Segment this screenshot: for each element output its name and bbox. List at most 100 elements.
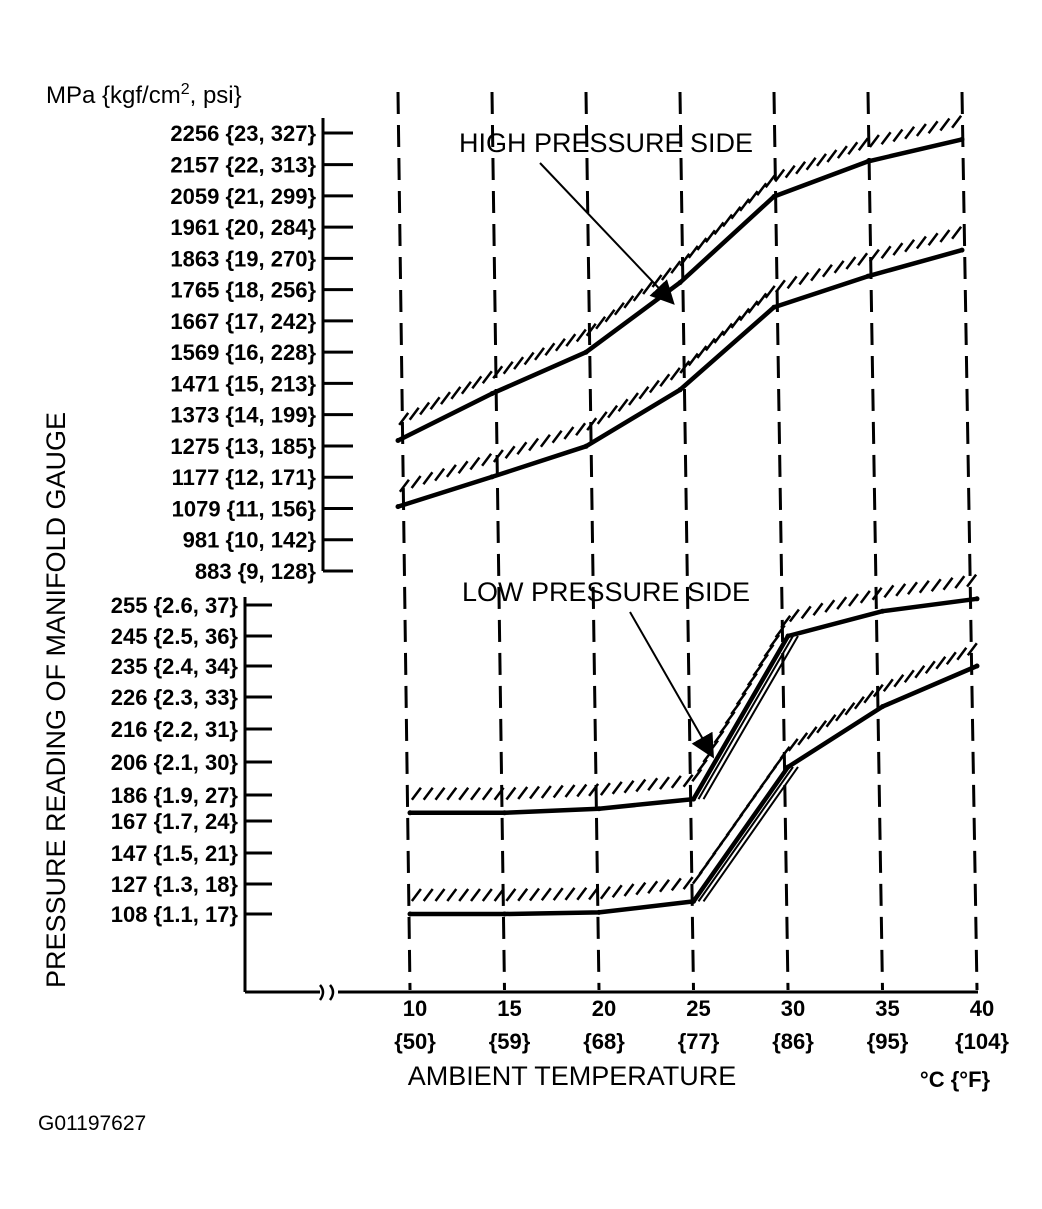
high-lower-curve-point — [395, 504, 401, 510]
low-upper-curve-point — [691, 796, 696, 802]
y-axis-units-main: MPa {kgf/cm — [46, 82, 181, 109]
high-lower-curve-point — [489, 474, 495, 480]
temperature-axis: 10 {50} 15 {59} 20 {68} 25 {77} 30 {86} 35 {95} 40 {1… — [245, 984, 1009, 1054]
x-tick-sublabel: {77} — [678, 1029, 720, 1054]
high-upper-curve-point — [771, 194, 777, 199]
high-axis-tick-label: 1667 {17, 242} — [170, 309, 316, 334]
low-lower-guide-line — [702, 766, 799, 902]
high-axis-tick-label: 1961 {20, 284} — [170, 215, 316, 240]
low-axis-tick-label: 206 {2.1, 30} — [111, 750, 239, 775]
high-pressure-axis: 2256 {23, 327} 2157 {22, 313} 2059 {21, 29… — [170, 118, 353, 584]
figure-id: G01197627 — [38, 1112, 147, 1135]
high-upper-curve-hatching — [398, 115, 963, 426]
low-axis-tick-label: 226 {2.3, 33} — [111, 685, 239, 710]
low-lower-curve — [410, 663, 978, 917]
high-lower-curve-point — [677, 387, 683, 393]
low-pressure-axis: 255 {2.6, 37} 245 {2.5, 36} 235 {2.4, 34} 2… — [111, 593, 272, 992]
x-tick-sublabel: {104} — [955, 1029, 1009, 1054]
x-tick-label: 35 — [875, 996, 899, 1021]
low-lower-curve-hatching — [410, 642, 978, 902]
low-axis-tick-label: 245 {2.5, 36} — [111, 624, 239, 649]
pressure-curves — [395, 115, 980, 917]
x-tick-label: 40 — [970, 996, 994, 1021]
vertical-grid-lines — [396, 91, 979, 991]
high-axis-tick-label: 2059 {21, 299} — [170, 184, 316, 209]
low-axis-tick-label: 216 {2.2, 31} — [111, 717, 239, 742]
high-upper-curve-point — [395, 438, 401, 443]
high-axis-tick-label: 1079 {11, 156} — [172, 496, 317, 521]
low-axis-tick-label: 235 {2.4, 34} — [111, 654, 239, 679]
low-upper-curve-point — [880, 608, 885, 614]
x-axis-units: °C {°F} — [920, 1067, 991, 1092]
high-upper-curve-point — [959, 136, 965, 142]
grid-line-10 — [396, 91, 412, 991]
low-axis-tick-label: 167 {1.7, 24} — [111, 809, 239, 834]
low-lower-curve-point — [785, 764, 791, 770]
grid-line-40 — [960, 91, 979, 991]
high-lower-curve-point — [959, 247, 965, 253]
grid-line-20 — [584, 91, 601, 991]
high-lower-curve — [397, 247, 963, 509]
x-tick-sublabel: {86} — [772, 1029, 814, 1054]
low-upper-curve-point — [785, 633, 791, 639]
grid-line-15 — [490, 91, 506, 991]
x-tick-label: 15 — [497, 996, 521, 1021]
low-axis-tick-label: 147 {1.5, 21} — [111, 841, 239, 866]
high-upper-curve-point — [489, 391, 495, 397]
high-side-label: HIGH PRESSURE SIDE — [459, 128, 753, 158]
low-lower-curve-point — [596, 909, 602, 915]
high-side-leader-line — [539, 162, 675, 305]
low-lower-curve-point — [880, 704, 885, 710]
y-axis-units: MPa {kgf/cm2, psi} — [46, 81, 242, 109]
high-axis-tick-label: 2157 {22, 313} — [170, 153, 316, 178]
low-upper-curve-point — [407, 810, 413, 816]
grid-line-30 — [772, 91, 790, 991]
high-lower-curve-hatching — [398, 225, 963, 493]
x-tick-label: 30 — [781, 996, 805, 1021]
high-axis-tick-label: 1569 {16, 228} — [170, 340, 316, 365]
x-axis-title: AMBIENT TEMPERATURE — [408, 1061, 737, 1091]
high-lower-curve-point — [583, 443, 589, 449]
grid-line-25 — [678, 91, 695, 991]
low-lower-curve-point — [407, 911, 413, 917]
high-axis-tick-label: 981 {10, 142} — [183, 528, 317, 553]
low-axis-tick-label: 127 {1.3, 18} — [111, 872, 239, 897]
axis-break-mark — [318, 984, 335, 1001]
grid-line-35 — [866, 91, 884, 991]
low-axis-tick-label: 108 {1.1, 17} — [111, 902, 239, 927]
low-side-label: LOW PRESSURE SIDE — [462, 577, 750, 607]
high-upper-curve-point — [677, 280, 683, 286]
x-tick-sublabel: {95} — [867, 1029, 909, 1054]
x-tick-sublabel: {68} — [583, 1029, 625, 1054]
y-axis-units-sup: 2 — [181, 81, 190, 98]
high-axis-tick-label: 1275 {13, 185} — [170, 434, 316, 459]
low-axis-tick-label: 255 {2.6, 37} — [111, 593, 239, 618]
low-upper-curve-point — [596, 806, 602, 812]
x-tick-label: 20 — [592, 996, 616, 1021]
x-tick-label: 25 — [686, 996, 710, 1021]
y-axis-title: PRESSURE READING OF MANIFOLD GAUGE — [41, 412, 71, 988]
high-upper-curve-point — [583, 349, 589, 355]
high-axis-tick-label: 1471 {15, 213} — [170, 371, 316, 396]
low-lower-curve-point — [502, 911, 507, 917]
high-axis-tick-label: 883 {9, 128} — [195, 559, 317, 584]
low-upper-guide-line — [702, 635, 799, 800]
low-upper-curve-point — [974, 596, 980, 602]
low-axis-tick-label: 186 {1.9, 27} — [111, 783, 239, 808]
x-tick-sublabel: {50} — [394, 1029, 436, 1054]
high-upper-curve-point — [865, 158, 871, 164]
curve-callouts — [539, 162, 714, 759]
high-axis-tick-label: 2256 {23, 327} — [170, 121, 316, 146]
high-axis-tick-label: 1765 {18, 256} — [170, 278, 316, 303]
high-upper-curve — [396, 137, 963, 443]
low-side-leader-line — [629, 611, 714, 759]
high-axis-tick-label: 1863 {19, 270} — [170, 246, 316, 271]
high-axis-tick-label: 1177 {12, 171} — [172, 465, 317, 490]
high-axis-tick-label: 1373 {14, 199} — [170, 403, 316, 428]
low-lower-curve-point — [974, 663, 980, 669]
high-lower-curve-point — [865, 273, 871, 279]
low-upper-curve-hatching — [410, 573, 978, 801]
y-axis-units-tail: , psi} — [190, 82, 242, 109]
low-lower-guide-line — [697, 766, 794, 902]
